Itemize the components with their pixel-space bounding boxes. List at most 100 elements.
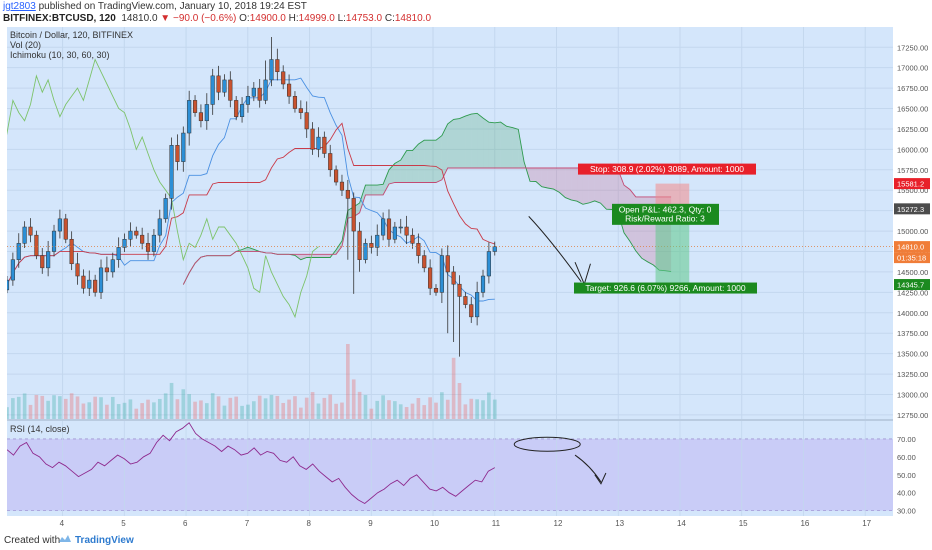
cloud-segment (512, 127, 519, 169)
volume-bar (128, 399, 133, 419)
volume-bar (234, 396, 239, 419)
volume-bar (240, 405, 244, 419)
volume-bar (87, 402, 92, 419)
time-axis-bg[interactable] (7, 516, 893, 531)
candle-body (386, 218, 392, 240)
legend-ichimoku[interactable]: Ichimoku (10, 30, 60, 30) (10, 50, 110, 60)
candle-body (292, 96, 298, 109)
candle-body (46, 251, 51, 269)
cloud-segment (588, 168, 595, 204)
candle-body (122, 239, 127, 248)
volume-bar (210, 393, 215, 419)
cloud-segment (365, 185, 372, 195)
chart-header: jgt2803 published on TradingView.com, Ja… (0, 0, 932, 26)
candle-body (457, 283, 462, 297)
candle-body (433, 288, 439, 293)
candle-body (104, 267, 109, 273)
candle-body (187, 100, 192, 134)
main-pane[interactable] (7, 27, 893, 419)
trade-drawings: Stop: 308.9 (2.02%) 3089, Amount: 1000 Ta… (7, 163, 893, 294)
candle-body (375, 234, 380, 248)
volume-bar (263, 398, 268, 419)
cloud-segment (594, 168, 601, 204)
volume-bar (381, 395, 385, 419)
author-link[interactable]: jgt2803 (3, 1, 36, 12)
pane-separator[interactable] (7, 419, 893, 421)
volume-bar (251, 401, 256, 419)
cloud-segment (424, 140, 431, 183)
volume-bar (481, 400, 485, 419)
rsi-tick-label: 70.00 (897, 435, 916, 444)
legend-rsi[interactable]: RSI (14, close) (10, 424, 70, 434)
rsi-tick-label: 40.00 (897, 489, 916, 498)
cloud-segment (406, 150, 413, 183)
candle-body (16, 243, 21, 260)
candle-body (275, 59, 280, 73)
volume-bar (328, 394, 333, 419)
close-label: C: (384, 13, 395, 24)
candle-body (439, 255, 444, 293)
brand-name[interactable]: TradingView (75, 535, 134, 546)
cloud-segment (412, 144, 419, 183)
time-tick-label: 5 (121, 519, 126, 528)
stop-price-badge-bg (894, 178, 930, 190)
cloud-segment (483, 117, 489, 169)
price-axis: 12750.00 13000.00 13250.00 13500.00 13750.00… (893, 27, 931, 420)
candle-body (398, 226, 403, 229)
pnl-line-1: Open P&L: 462.3, Qty: 0 (619, 204, 712, 214)
time-tick-label: 15 (739, 519, 748, 528)
candle-body (480, 275, 486, 293)
candle-body (75, 263, 80, 277)
price-tick-label: 15750.00 (897, 166, 928, 175)
candle-body (381, 218, 386, 236)
volume-bar (310, 392, 315, 419)
legend-vol[interactable]: Vol (20) (10, 40, 41, 50)
volume-bar (346, 344, 350, 419)
cloud-segment (418, 140, 425, 183)
target-price-badge: 14345.7 (897, 281, 924, 290)
volume-bar (281, 402, 286, 419)
rsi-band (7, 438, 893, 511)
candle-body (410, 234, 415, 244)
candle-body (404, 226, 409, 236)
cloud-segment (371, 185, 378, 195)
volume-bar (216, 396, 221, 419)
chart-svg[interactable]: Stop: 308.9 (2.02%) 3089, Amount: 1000 Ta… (7, 27, 931, 531)
volume-bar (16, 396, 21, 419)
candle-body (210, 75, 215, 105)
candles (7, 37, 497, 357)
volume-bar (357, 391, 362, 419)
candle-body (57, 218, 62, 232)
candle-body (140, 234, 145, 244)
volume-bar (475, 399, 479, 419)
chart-area[interactable]: Stop: 308.9 (2.02%) 3089, Amount: 1000 Ta… (7, 27, 931, 538)
price-tick-label: 13250.00 (897, 370, 928, 379)
rsi-line (7, 422, 496, 505)
volume-bar (246, 404, 250, 419)
volume-bar (99, 397, 103, 419)
target-label: Target: 926.6 (6.07%) 9266, Amount: 1000 (585, 283, 745, 293)
candle-body (192, 100, 198, 113)
volume-bar (93, 396, 97, 419)
legend-title[interactable]: Bitcoin / Dollar, 120, BITFINEX (10, 30, 133, 40)
cloud-segment (582, 168, 589, 205)
candle-body (422, 255, 427, 269)
volume-bar (28, 404, 33, 419)
rsi-pane[interactable] (7, 421, 893, 516)
volume-bar (175, 399, 180, 419)
volume-bar (58, 396, 62, 419)
candle-body (22, 226, 27, 244)
candle-body (151, 234, 156, 252)
volume-bar (105, 404, 109, 419)
candle-body (145, 243, 151, 252)
rsi-panel (7, 421, 893, 516)
volume-bar (69, 393, 74, 419)
volume-bar (293, 396, 297, 419)
volume-bar (387, 400, 391, 419)
volume-bar (222, 405, 227, 419)
last-price-badge: 14810.0 (897, 243, 924, 252)
cloud-segment (565, 168, 572, 200)
ohlc-line: BITFINEX:BTCUSD, 120 14810.0 ▼ −90.0 (−0… (3, 13, 431, 25)
candle-body (351, 198, 356, 232)
volume-bar (393, 401, 397, 419)
